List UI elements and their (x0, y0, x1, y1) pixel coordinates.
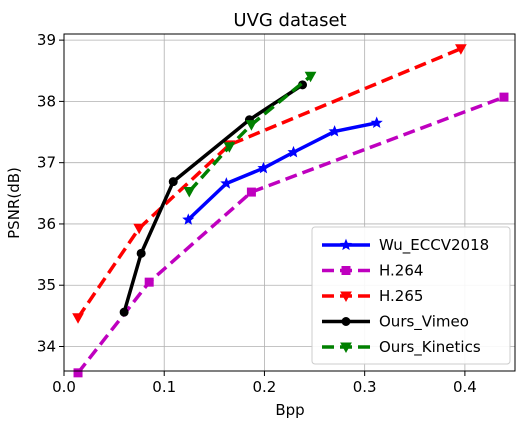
y-tick-label: 35 (37, 276, 56, 294)
data-point (73, 368, 83, 378)
legend-label: Ours_Kinetics (379, 338, 481, 357)
x-tick-label: 0.2 (253, 378, 277, 396)
x-tick-label: 0.4 (453, 378, 477, 396)
legend-marker (341, 266, 351, 275)
legend-label: H.264 (379, 262, 423, 280)
legend-entry: Ours_Vimeo (322, 313, 469, 332)
legend-entry: H.264 (322, 262, 423, 280)
legend-label: H.265 (379, 287, 423, 305)
legend-box (311, 226, 511, 365)
data-point (133, 223, 146, 235)
x-tick-label: 0.3 (353, 378, 377, 396)
legend-entry: Wu_ECCV2018 (322, 236, 489, 255)
series-line (76, 95, 505, 374)
axis-ticks: 0.0 0.1 0.2 0.3 0.4 34 35 36 37 38 39 (37, 31, 477, 396)
y-tick-label: 37 (37, 154, 56, 172)
data-point (144, 277, 154, 287)
series-group (72, 44, 509, 378)
data-point (455, 44, 467, 55)
data-point (182, 213, 195, 225)
data-point (304, 71, 317, 83)
data-point (245, 120, 258, 131)
y-tick-label: 34 (37, 337, 56, 355)
data-point (136, 248, 146, 258)
legend-marker (339, 238, 353, 251)
legend-label: Wu_ECCV2018 (379, 236, 489, 255)
data-point (220, 177, 233, 189)
series-h-265 (72, 44, 467, 324)
x-axis-label: Bpp (275, 401, 304, 419)
x-tick-label: 0.0 (52, 378, 76, 396)
data-point (246, 187, 256, 197)
legend-entry: Ours_Kinetics (322, 338, 481, 357)
y-axis-label: PSNR(dB) (5, 167, 23, 239)
data-point (370, 116, 383, 128)
legend-marker (340, 291, 352, 303)
series-wu-eccv2018 (182, 116, 383, 225)
data-point (168, 177, 178, 187)
series-line (187, 74, 312, 193)
data-point (183, 186, 196, 198)
legend-label: Ours_Vimeo (379, 313, 469, 332)
series-ours-kinetics (183, 71, 317, 198)
data-point (287, 145, 300, 158)
legend-entry: H.265 (322, 287, 423, 305)
series-line (187, 121, 378, 221)
data-point (328, 125, 341, 137)
series-line (76, 47, 462, 319)
chart-title: UVG dataset (233, 10, 346, 31)
data-point (257, 161, 270, 174)
data-point (72, 313, 84, 324)
x-tick-label: 0.1 (152, 378, 176, 396)
legend: Wu_ECCV2018 H.264 H.265 Ours_Vimeo Ours_Kine… (311, 226, 511, 365)
plot-frame (63, 33, 516, 372)
data-point (499, 92, 509, 102)
y-tick-label: 36 (37, 215, 56, 233)
series-h-264 (73, 92, 509, 378)
data-point (223, 142, 236, 153)
legend-marker (340, 342, 352, 354)
legend-marker (341, 317, 351, 326)
data-point (119, 307, 129, 317)
y-tick-label: 38 (37, 92, 56, 110)
y-tick-label: 39 (37, 31, 56, 49)
